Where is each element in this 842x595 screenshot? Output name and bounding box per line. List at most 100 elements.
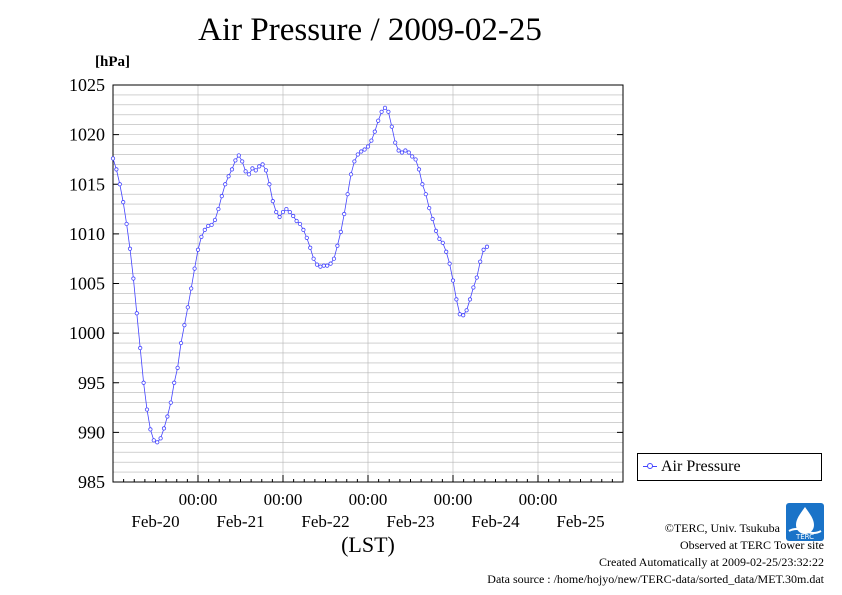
data-point	[484, 244, 490, 249]
data-point	[345, 192, 350, 197]
x-date-label: Feb-23	[386, 512, 434, 531]
terc-logo: TERC	[786, 503, 824, 541]
x-axis-label: (LST)	[341, 532, 395, 557]
y-tick-label: 990	[78, 422, 105, 442]
data-point	[124, 221, 129, 227]
source-text: Data source : /home/hojyo/new/TERC-data/…	[487, 572, 824, 586]
data-point	[287, 209, 292, 215]
data-point	[117, 182, 122, 187]
data-point	[403, 148, 408, 153]
data-point	[382, 105, 388, 110]
data-point	[189, 286, 194, 291]
data-point	[250, 166, 255, 171]
data-point	[433, 228, 439, 233]
x-date-label: Feb-20	[131, 512, 179, 531]
data-point	[355, 152, 360, 157]
data-point	[393, 140, 398, 145]
data-point	[461, 313, 466, 318]
data-point	[331, 256, 337, 261]
data-point	[175, 365, 180, 370]
data-point	[359, 149, 364, 154]
x-tick-label: 00:00	[434, 490, 473, 509]
data-point	[348, 172, 354, 177]
data-point	[114, 167, 119, 172]
data-point	[467, 297, 473, 302]
data-point	[427, 205, 432, 211]
data-point	[437, 236, 442, 241]
data-point	[321, 263, 326, 268]
data-point	[240, 159, 245, 164]
data-point	[199, 234, 204, 239]
data-point	[335, 243, 340, 248]
data-point	[267, 182, 272, 187]
data-point	[304, 235, 309, 240]
x-tick-label: 00:00	[349, 490, 388, 509]
data-point	[263, 168, 269, 173]
data-point	[450, 278, 456, 283]
data-point	[372, 129, 377, 134]
data-point	[410, 154, 415, 159]
data-point	[399, 150, 405, 155]
data-point	[311, 256, 316, 261]
data-point	[151, 438, 156, 443]
data-point	[284, 206, 289, 212]
data-point	[172, 380, 177, 385]
data-point	[478, 259, 483, 264]
data-point	[362, 147, 367, 152]
y-tick-label: 1010	[69, 224, 105, 244]
data-point	[257, 164, 262, 169]
data-point	[444, 249, 449, 254]
data-point	[318, 264, 323, 269]
data-point	[192, 266, 197, 271]
x-date-label: Feb-22	[301, 512, 349, 531]
series-line	[112, 107, 488, 443]
data-point	[325, 263, 330, 268]
data-point	[447, 261, 452, 266]
data-point	[386, 109, 391, 114]
y-tick-label: 1025	[69, 75, 105, 95]
data-point	[202, 227, 207, 233]
data-point	[236, 153, 241, 158]
logo-text: TERC	[795, 533, 814, 541]
data-point	[219, 194, 224, 199]
data-point	[195, 247, 201, 252]
data-point	[277, 214, 282, 220]
observed-text: Observed at TERC Tower site	[679, 538, 824, 552]
data-point	[280, 209, 286, 215]
data-point	[223, 182, 228, 187]
data-point	[260, 162, 265, 167]
data-point	[342, 211, 347, 217]
data-point	[301, 227, 306, 233]
data-point	[440, 240, 445, 245]
data-point	[141, 380, 146, 385]
data-point	[144, 407, 150, 412]
data-point	[406, 150, 411, 155]
data-point	[314, 262, 320, 267]
legend: Air Pressure	[637, 453, 822, 481]
data-point	[168, 400, 173, 405]
data-point	[138, 345, 143, 351]
data-point	[206, 223, 211, 229]
x-date-label: Feb-24	[471, 512, 520, 531]
x-tick-label: 00:00	[264, 490, 303, 509]
data-point	[274, 209, 279, 215]
y-tick-label: 1005	[69, 274, 105, 294]
data-point	[216, 206, 221, 212]
legend-label: Air Pressure	[661, 458, 741, 475]
data-point	[420, 182, 425, 187]
x-date-label: Feb-25	[556, 512, 604, 531]
data-point	[209, 222, 214, 228]
data-point	[423, 192, 428, 197]
data-point	[464, 308, 469, 313]
data-point	[155, 440, 160, 445]
y-tick-label: 1000	[69, 323, 105, 343]
data-point	[178, 340, 184, 346]
data-point	[416, 167, 422, 172]
data-point	[182, 323, 187, 328]
data-point	[481, 247, 486, 252]
data-point	[161, 426, 167, 431]
chart-title: Air Pressure / 2009-02-25	[198, 12, 542, 48]
data-point	[369, 138, 374, 143]
data-point	[454, 297, 459, 302]
data-point	[229, 167, 235, 172]
